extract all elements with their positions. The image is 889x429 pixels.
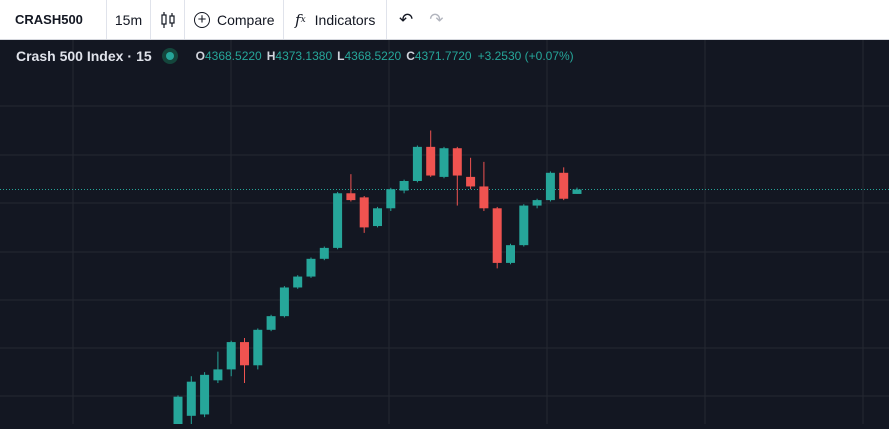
legend-title[interactable]: Crash 500 Index bbox=[16, 48, 124, 64]
legend-high-value: 4373.1380 bbox=[275, 49, 333, 63]
candle-body bbox=[346, 193, 356, 201]
candle bbox=[373, 206, 382, 228]
undo-redo-group: ↶ ↷ bbox=[387, 0, 452, 39]
candle-body bbox=[399, 180, 409, 191]
candle-body bbox=[226, 342, 236, 370]
candle-body bbox=[412, 146, 422, 181]
candle bbox=[200, 372, 210, 418]
series-legend: Crash 500 Index · 15 O 4368.5220 H 4373.… bbox=[16, 48, 574, 64]
candle bbox=[506, 243, 515, 265]
candle bbox=[572, 187, 582, 194]
candle bbox=[319, 246, 329, 261]
candle-body bbox=[466, 176, 476, 187]
candle bbox=[532, 198, 542, 209]
candlestick-chart[interactable] bbox=[0, 40, 889, 429]
candle bbox=[346, 174, 356, 202]
legend-low-key: L bbox=[337, 49, 345, 63]
candle bbox=[306, 257, 316, 278]
candle bbox=[412, 145, 422, 183]
legend-close-key: C bbox=[406, 49, 415, 63]
candle-body bbox=[426, 146, 436, 176]
candle-body bbox=[532, 200, 542, 206]
candle-body bbox=[545, 172, 555, 201]
candles bbox=[173, 130, 582, 429]
candle-body bbox=[240, 342, 249, 366]
candle-body bbox=[479, 186, 489, 209]
candle-body bbox=[333, 193, 343, 248]
candle bbox=[386, 187, 396, 212]
candle bbox=[279, 286, 289, 318]
candle bbox=[226, 340, 236, 377]
candle-body bbox=[506, 245, 515, 263]
candle-body bbox=[213, 369, 223, 381]
candle bbox=[240, 337, 249, 384]
candle bbox=[293, 275, 303, 289]
legend-low-value: 4368.5220 bbox=[344, 49, 402, 63]
candles-icon bbox=[160, 11, 175, 28]
candle-body bbox=[200, 374, 210, 415]
candle-body bbox=[293, 276, 303, 288]
candle bbox=[426, 130, 436, 177]
legend-high-key: H bbox=[266, 49, 276, 63]
candle bbox=[559, 167, 569, 201]
candle-body bbox=[253, 329, 263, 366]
indicators-label: Indicators bbox=[314, 11, 376, 28]
candle-body bbox=[452, 148, 462, 176]
candle-body bbox=[492, 208, 502, 263]
plus-circle-icon: + bbox=[194, 11, 210, 28]
redo-icon[interactable]: ↷ bbox=[429, 9, 444, 29]
legend-open-key: O bbox=[195, 49, 205, 63]
chart-type-button[interactable] bbox=[151, 0, 185, 39]
candle bbox=[213, 351, 223, 384]
candle-body bbox=[386, 189, 396, 209]
candle-body bbox=[519, 205, 529, 246]
legend-interval: 15 bbox=[136, 48, 152, 64]
candle-body bbox=[439, 148, 449, 177]
legend-change: +3.2530 (+0.07%) bbox=[477, 49, 574, 63]
candle-body bbox=[173, 396, 183, 424]
candle bbox=[253, 328, 263, 370]
candle-body bbox=[306, 258, 316, 277]
candle bbox=[466, 157, 476, 190]
candle-body bbox=[319, 247, 329, 259]
grid bbox=[0, 40, 889, 424]
candle bbox=[359, 196, 369, 233]
candle-body bbox=[186, 381, 196, 416]
candle-body bbox=[266, 316, 276, 330]
candle bbox=[186, 376, 196, 429]
candle bbox=[545, 171, 555, 202]
legend-separator: · bbox=[127, 48, 133, 64]
interval-button[interactable]: 15m bbox=[107, 0, 151, 39]
symbol-search-button[interactable]: CRASH500 bbox=[0, 0, 107, 39]
candle bbox=[333, 191, 343, 250]
market-status-icon bbox=[161, 48, 178, 64]
candle bbox=[519, 204, 529, 247]
compare-button[interactable]: + Compare bbox=[185, 0, 284, 39]
legend-open-value: 4368.5220 bbox=[204, 49, 262, 63]
candle-body bbox=[279, 287, 289, 317]
compare-label: Compare bbox=[217, 11, 275, 28]
legend-close-value: 4371.7720 bbox=[414, 49, 472, 63]
chart-pane[interactable] bbox=[0, 40, 889, 429]
candle-body bbox=[373, 208, 382, 227]
candle bbox=[439, 146, 449, 179]
candle bbox=[173, 395, 183, 429]
symbol-label: CRASH500 bbox=[15, 12, 83, 27]
candle bbox=[479, 161, 489, 212]
undo-icon[interactable]: ↶ bbox=[399, 9, 414, 29]
interval-label: 15m bbox=[114, 11, 143, 28]
candle-body bbox=[559, 172, 569, 199]
candle-body bbox=[359, 197, 369, 228]
candle bbox=[492, 206, 502, 269]
candle bbox=[452, 146, 462, 206]
candle-body bbox=[572, 189, 582, 194]
candle bbox=[266, 314, 276, 332]
candle bbox=[399, 179, 409, 194]
